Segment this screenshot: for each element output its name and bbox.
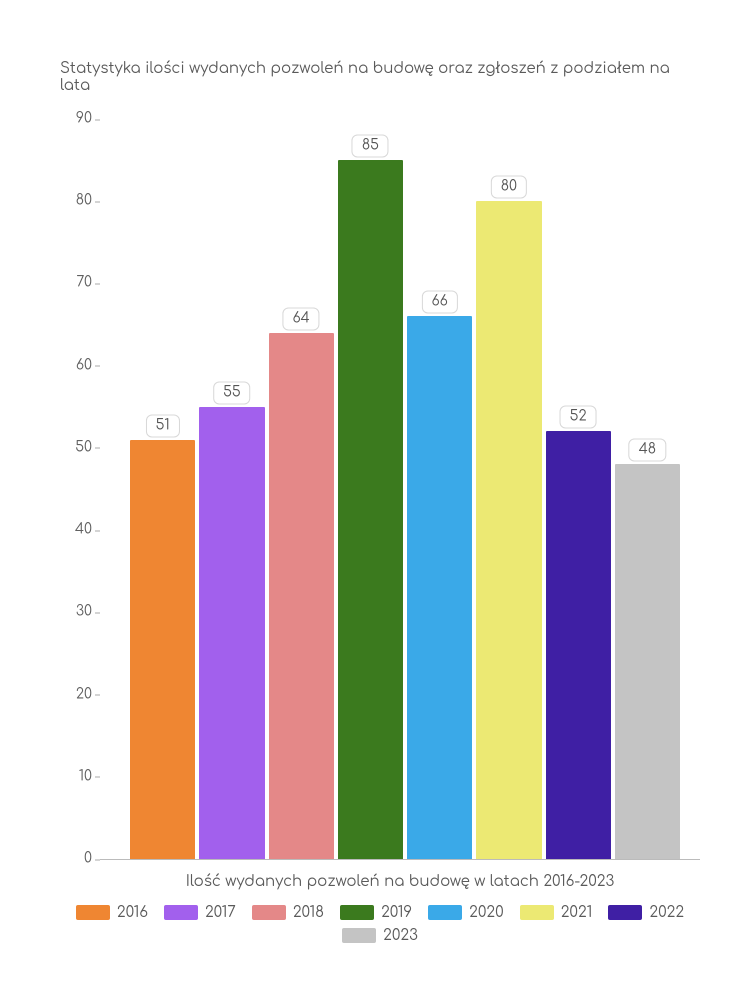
bar-2023: 48 bbox=[615, 464, 680, 859]
legend-swatch bbox=[252, 905, 286, 920]
bar-value-label: 55 bbox=[213, 381, 251, 404]
legend-item-2019: 2019 bbox=[340, 904, 412, 921]
bar-2016: 51 bbox=[130, 440, 195, 859]
y-tick: 60 bbox=[76, 358, 92, 373]
legend-swatch bbox=[520, 905, 554, 920]
bar-value-label: 51 bbox=[146, 414, 180, 437]
legend-item-2021: 2021 bbox=[520, 904, 593, 921]
y-tick: 50 bbox=[75, 440, 92, 455]
legend-item-2023: 2023 bbox=[342, 927, 418, 944]
legend-label: 2018 bbox=[293, 904, 324, 921]
y-tick: 70 bbox=[76, 276, 92, 291]
bar-2022: 52 bbox=[546, 431, 611, 859]
legend-swatch bbox=[164, 905, 198, 920]
chart-title: Statystyka ilości wydanych pozwoleń na b… bbox=[60, 60, 700, 94]
legend-label: 2017 bbox=[205, 904, 236, 921]
legend-label: 2021 bbox=[561, 904, 593, 921]
legend-item-2020: 2020 bbox=[428, 904, 504, 921]
y-tick: 20 bbox=[76, 687, 92, 702]
y-tick: 40 bbox=[75, 523, 92, 538]
legend-label: 2019 bbox=[381, 904, 412, 921]
bar-2021: 80 bbox=[476, 201, 541, 859]
legend: 2016 2017 2018 2019 2020 2021 2022 2023 bbox=[60, 904, 700, 944]
legend-label: 2016 bbox=[117, 904, 148, 921]
legend-item-2022: 2022 bbox=[608, 904, 684, 921]
legend-swatch bbox=[340, 905, 374, 920]
legend-swatch bbox=[342, 928, 376, 943]
bar-2019: 85 bbox=[338, 160, 403, 859]
legend-label: 2023 bbox=[383, 927, 418, 944]
bar-value-label: 80 bbox=[491, 176, 527, 199]
y-tick: 30 bbox=[76, 605, 92, 620]
legend-swatch bbox=[428, 905, 462, 920]
legend-item-2016: 2016 bbox=[76, 904, 148, 921]
legend-swatch bbox=[76, 905, 110, 920]
legend-item-2017: 2017 bbox=[164, 904, 236, 921]
y-tick: 90 bbox=[76, 112, 92, 127]
x-axis-label: Ilość wydanych pozwoleń na budowę w lata… bbox=[100, 873, 700, 890]
legend-swatch bbox=[608, 905, 642, 920]
bar-2020: 66 bbox=[407, 316, 472, 859]
bar-value-label: 64 bbox=[283, 307, 320, 330]
bar-value-label: 52 bbox=[560, 406, 597, 429]
bar-value-label: 85 bbox=[352, 135, 389, 158]
legend-item-2018: 2018 bbox=[252, 904, 324, 921]
legend-label: 2020 bbox=[469, 904, 504, 921]
bar-2017: 55 bbox=[199, 407, 264, 859]
bar-2018: 64 bbox=[269, 333, 334, 859]
bar-value-label: 48 bbox=[629, 439, 666, 462]
chart-container: Statystyka ilości wydanych pozwoleń na b… bbox=[60, 60, 700, 944]
y-tick: 0 bbox=[84, 852, 92, 867]
bars-group: 5155648566805248 bbox=[130, 119, 680, 859]
y-axis: 0102030405060708090 bbox=[60, 119, 100, 859]
y-tick: 10 bbox=[79, 769, 92, 784]
plot-area: 0102030405060708090 5155648566805248 bbox=[100, 119, 700, 859]
bar-value-label: 66 bbox=[422, 291, 458, 314]
legend-label: 2022 bbox=[649, 904, 684, 921]
y-tick: 80 bbox=[76, 194, 92, 209]
x-axis-baseline bbox=[100, 859, 700, 860]
